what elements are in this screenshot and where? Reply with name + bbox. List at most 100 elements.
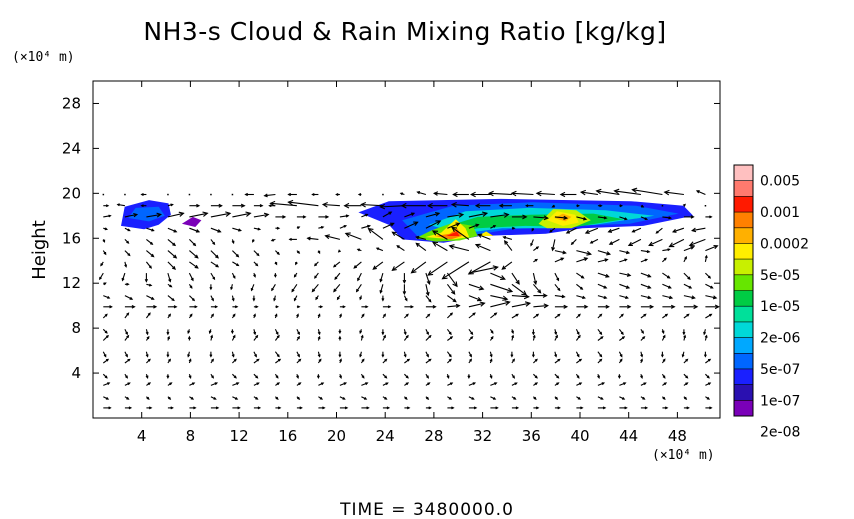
wind-vector: [404, 305, 415, 309]
wind-vector: [619, 336, 626, 341]
wind-vector: [145, 351, 149, 358]
colorbar-swatch: [734, 196, 753, 213]
wind-vector: [570, 239, 577, 246]
wind-vector: [253, 250, 260, 257]
wind-vector: [145, 312, 151, 319]
colorbar-swatch: [734, 400, 753, 417]
wind-vector: [253, 382, 260, 386]
colorbar-swatch: [734, 180, 753, 197]
wind-vector: [648, 238, 663, 247]
wind-vector: [425, 313, 431, 319]
y-tick-label: 8: [71, 319, 81, 337]
wind-vector: [403, 295, 408, 302]
colorbar-label: 0.005: [760, 174, 800, 190]
chart-title: NH3-s Cloud & Rain Mixing Ratio [kg/kg]: [143, 17, 666, 46]
wind-vector: [532, 272, 538, 286]
wind-vector: [293, 272, 298, 278]
wind-vector: [124, 351, 128, 358]
wind-vector: [468, 301, 486, 308]
wind-vector: [360, 313, 365, 319]
wind-vector: [618, 358, 623, 364]
wind-vector: [382, 406, 391, 410]
wind-vector: [533, 313, 540, 319]
wind-vector: [359, 351, 363, 358]
wind-vector: [446, 272, 458, 288]
wind-vector: [333, 283, 341, 293]
wind-vector: [189, 396, 195, 400]
wind-vector: [551, 204, 556, 208]
x-tick-label: 36: [522, 427, 541, 445]
wind-vector: [425, 284, 430, 297]
wind-vector: [296, 250, 301, 254]
wind-vector: [140, 204, 147, 208]
wind-vector: [359, 295, 363, 301]
wind-vector: [533, 358, 538, 364]
wind-vector: [498, 203, 512, 208]
wind-vector: [100, 261, 104, 267]
y-tick-label: 20: [62, 184, 81, 202]
wind-vector: [565, 227, 577, 234]
wind-vector: [705, 382, 712, 386]
wind-vector: [554, 373, 560, 379]
wind-vector: [339, 358, 342, 364]
x-tick-label: 20: [327, 427, 346, 445]
wind-vector: [619, 295, 629, 300]
wind-vector: [490, 406, 499, 410]
wind-vector: [404, 406, 411, 410]
wind-vector: [189, 227, 201, 233]
wind-vector: [576, 304, 589, 309]
wind-vector: [232, 227, 242, 232]
wind-vector: [124, 193, 126, 196]
wind-vector: [382, 222, 395, 229]
wind-vector: [188, 313, 193, 319]
wind-vector: [425, 211, 441, 218]
wind-vector: [232, 382, 240, 386]
wind-vector: [608, 238, 620, 245]
wind-vector: [425, 351, 429, 358]
wind-vector: [554, 215, 569, 220]
wind-vector: [576, 313, 581, 319]
wind-vector: [269, 200, 297, 207]
wind-vector: [313, 261, 319, 267]
wind-vector: [318, 305, 324, 309]
wind-vector: [533, 373, 538, 379]
wind-vector: [232, 250, 240, 258]
wind-vector: [705, 272, 712, 279]
wind-vector: [189, 406, 197, 410]
wind-vector: [391, 231, 405, 240]
wind-vector: [474, 203, 491, 209]
wind-vector: [619, 258, 628, 263]
wind-vector: [293, 295, 298, 302]
wind-vector: [382, 358, 388, 364]
wind-vector: [683, 396, 688, 400]
wind-vector: [404, 396, 408, 400]
wind-vector: [554, 358, 561, 364]
colorbar-label: 2e-08: [760, 425, 800, 441]
wind-vector: [288, 237, 297, 241]
wind-vector: [188, 358, 192, 364]
wind-vector: [338, 351, 342, 358]
colorbar-swatch: [734, 290, 753, 307]
wind-vector: [683, 358, 689, 364]
wind-vector: [145, 329, 149, 336]
wind-vector: [232, 305, 239, 309]
wind-vector: [343, 202, 362, 209]
wind-vector: [533, 293, 548, 298]
wind-vector: [189, 305, 198, 309]
wind-vector: [103, 382, 111, 386]
x-tick-label: 32: [473, 427, 492, 445]
wind-vector: [314, 272, 319, 279]
wind-vector: [554, 304, 569, 309]
wind-vector: [525, 204, 534, 208]
wind-vector: [391, 261, 405, 272]
wind-vector: [683, 215, 695, 219]
wind-vector: [231, 351, 235, 358]
wind-vector: [704, 254, 708, 263]
wind-vector: [103, 204, 110, 208]
wind-vector: [210, 211, 232, 218]
wind-vector: [683, 334, 687, 341]
wind-vector: [597, 272, 610, 278]
wind-vector: [425, 272, 431, 286]
wind-vector: [253, 261, 259, 267]
wind-vector: [490, 212, 510, 218]
